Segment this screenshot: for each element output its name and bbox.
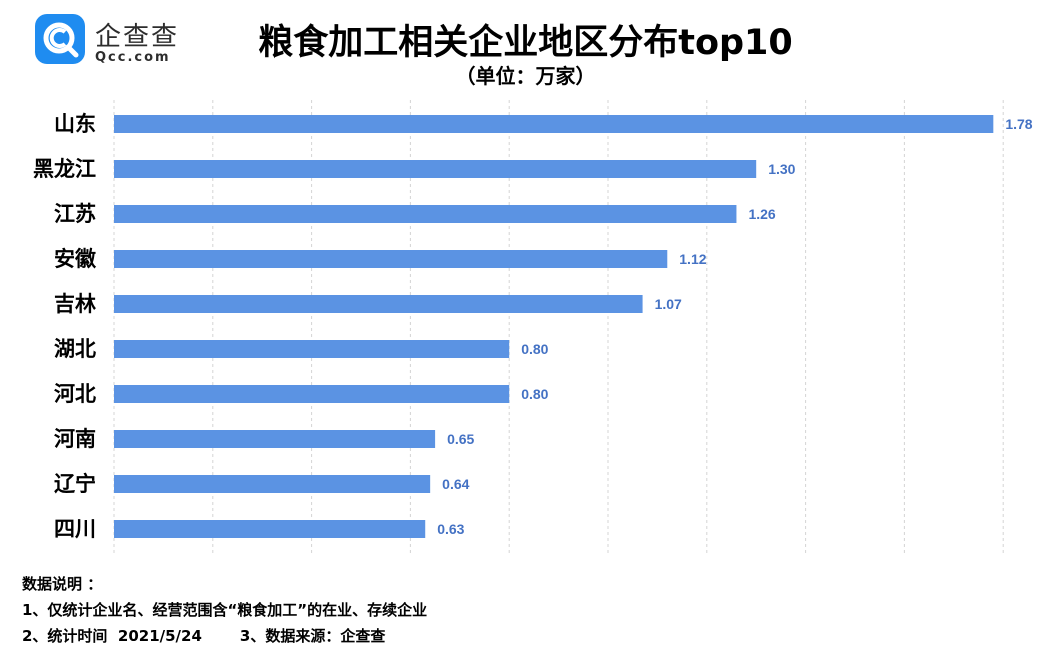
notes-source: 3、数据来源：企查查 [239, 627, 386, 645]
category-label: 河北 [54, 382, 96, 406]
bar [114, 160, 757, 178]
data-label: 1.12 [679, 251, 706, 267]
bar [114, 520, 426, 538]
bar [114, 115, 994, 133]
qcc-magnifier-icon [35, 14, 85, 64]
category-label: 辽宁 [54, 472, 96, 496]
category-label: 安徽 [54, 247, 97, 271]
data-label: 0.65 [447, 431, 474, 447]
bar [114, 205, 737, 223]
bar [114, 340, 510, 358]
data-notes: 数据说明 ： 1、仅统计企业名、经营范围含“粮食加工”的在业、存续企业 2、统计… [22, 571, 427, 649]
bar [114, 250, 668, 268]
data-label: 1.07 [655, 296, 682, 312]
category-label: 黑龙江 [33, 157, 96, 181]
qcc-logo: 企查查 Qcc.com [35, 12, 195, 72]
notes-line-1: 1、仅统计企业名、经营范围含“粮食加工”的在业、存续企业 [22, 601, 428, 619]
data-label: 0.80 [521, 386, 548, 402]
data-label: 0.64 [442, 476, 469, 492]
logo-name: 企查查 [95, 22, 180, 52]
category-label: 山东 [54, 112, 96, 136]
data-label: 1.26 [748, 206, 775, 222]
category-label: 湖北 [54, 337, 96, 361]
notes-line-2: 2、统计时间 2021/5/24 3、数据来源：企查查 [22, 623, 427, 649]
data-label: 1.30 [768, 161, 795, 177]
data-label: 0.63 [437, 521, 464, 537]
notes-heading: 数据说明 ： [22, 575, 103, 593]
category-label: 河南 [54, 427, 96, 451]
data-label: 1.78 [1005, 116, 1032, 132]
notes-date: 2、统计时间 2021/5/24 [22, 627, 202, 645]
data-label: 0.80 [521, 341, 548, 357]
logo-domain: Qcc.com [95, 50, 171, 65]
bar [114, 430, 436, 448]
chart-title: 粮食加工相关企业地区分布top10 [258, 23, 793, 63]
chart-subtitle: （单位：万家） [455, 64, 596, 88]
bar-chart: 山东 1.78 黑龙江 1.30 江苏 1.26 安徽 1.12 吉林 1.07 湖北 0.80 河北 0… [33, 100, 1033, 553]
category-label: 四川 [54, 517, 96, 541]
category-label: 吉林 [54, 292, 96, 316]
bar [114, 385, 510, 403]
bar [114, 295, 643, 313]
bar [114, 475, 431, 493]
category-label: 江苏 [54, 202, 96, 226]
